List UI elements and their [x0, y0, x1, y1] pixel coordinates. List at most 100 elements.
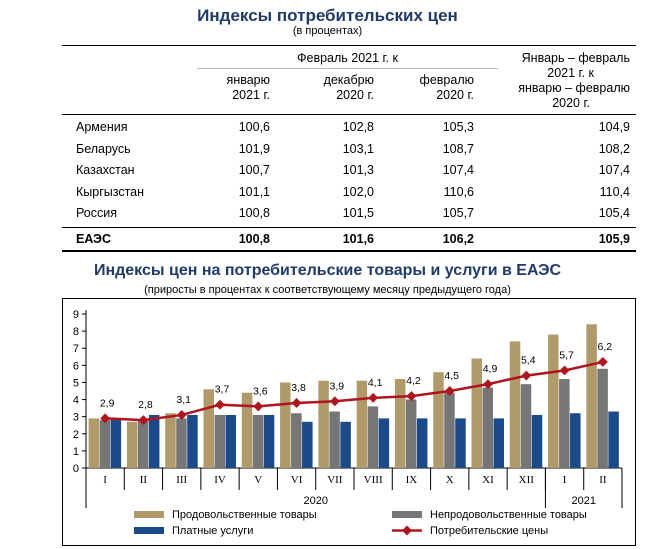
cpi-data-label: 3,9 [330, 380, 345, 392]
table-cell: 103,1 [342, 141, 374, 156]
y-tick-label: 7 [73, 343, 79, 355]
cpi-point [176, 410, 187, 420]
y-tick-label: 9 [73, 309, 79, 321]
bar [531, 414, 543, 468]
bar [241, 392, 253, 468]
legend-swatch [134, 511, 164, 518]
bar [214, 414, 225, 468]
bar [482, 387, 493, 468]
cpi-data-label: 3,8 [291, 382, 306, 394]
table-cell: 104,9 [598, 120, 630, 134]
x-tick-label: VIII [364, 474, 383, 486]
table-cell: 110,4 [599, 184, 630, 199]
chart-title: Индексы цен на потребительские товары и … [93, 262, 562, 279]
col-header-4-line1: Январь – февраль [521, 51, 630, 65]
cpi-data-label: 5,4 [521, 355, 536, 367]
total-cell: 106,2 [442, 231, 474, 246]
total-row-label: ЕАЭС [76, 231, 111, 246]
y-tick-label: 4 [73, 395, 79, 407]
total-separator [62, 226, 636, 228]
bar [291, 413, 302, 468]
table-cell: 102,0 [342, 184, 374, 199]
table-cell: 100,8 [238, 206, 270, 220]
cpi-data-label: 2,9 [100, 397, 115, 409]
legend-label: Потребительские цены [430, 525, 548, 537]
x-tick-label: II [599, 474, 607, 486]
legend-label: Продовольственные товары [172, 509, 317, 521]
row-label: Россия [76, 206, 117, 220]
bar [559, 379, 570, 468]
x-tick-label: VI [291, 474, 303, 486]
bar [356, 380, 368, 468]
bar [176, 418, 187, 468]
x-tick-label: X [446, 474, 454, 486]
bar [608, 411, 619, 468]
row-label: Армения [76, 120, 128, 134]
year-label: 2020 [303, 495, 327, 507]
table-cell: 105,7 [442, 206, 474, 220]
bar [548, 334, 559, 468]
col-header-2-line1: декабрю [323, 73, 374, 87]
cpi-data-label: 5,7 [559, 349, 574, 361]
y-tick-label: 1 [73, 446, 79, 458]
bar [329, 411, 340, 468]
col-header-4-line4: 2020 г. [552, 96, 590, 110]
bar [509, 341, 521, 468]
bar [471, 358, 482, 468]
cpi-point [291, 398, 302, 408]
cpi-data-label: 6,2 [598, 341, 613, 353]
cpi-point [253, 401, 264, 412]
group-header-rule [197, 68, 498, 69]
total-cell: 105,9 [598, 231, 630, 246]
header-bottom-rule [62, 114, 636, 115]
cpi-data-label: 3,6 [253, 385, 268, 397]
bar [520, 384, 532, 468]
legend-swatch [392, 511, 422, 518]
x-tick-label: V [254, 474, 262, 486]
legend-label: Платные услуги [172, 525, 253, 537]
bar [597, 368, 608, 468]
cpi-data-label: 4,9 [483, 363, 498, 375]
bar [433, 372, 444, 468]
bar [405, 399, 417, 468]
cpi-data-label: 3,1 [176, 394, 191, 406]
table-cell: 108,7 [442, 141, 474, 156]
col-header-1-line1: январю [226, 73, 270, 87]
bar [493, 418, 504, 468]
bar [455, 418, 466, 468]
table-cell: 108,2 [598, 141, 630, 156]
col-header-4-line3: январю – февралю [518, 81, 630, 95]
x-tick-label: XI [482, 474, 494, 486]
table-cell: 101,5 [342, 206, 374, 220]
col-header-1-line2: 2021 г. [232, 88, 270, 102]
x-tick-label: VII [327, 474, 343, 486]
table-cell: 107,4 [598, 163, 630, 177]
col-header-3-line2: 2020 г. [436, 88, 474, 102]
y-tick-label: 3 [73, 412, 79, 424]
bar [367, 406, 379, 468]
bar [203, 389, 214, 468]
bar [225, 414, 236, 468]
bar [263, 414, 275, 468]
bar [318, 380, 329, 468]
legend-swatch [134, 527, 164, 534]
table-top-rule [62, 45, 636, 46]
bar [570, 413, 581, 468]
chart-subtitle: (приросты в процентах к соответствующему… [144, 284, 511, 296]
x-tick-label: I [103, 474, 107, 486]
y-tick-label: 0 [73, 463, 79, 475]
row-label: Казахстан [76, 163, 135, 177]
bar [444, 392, 455, 468]
bar [394, 379, 406, 468]
x-tick-label: III [176, 474, 187, 486]
table-cell: 107,4 [442, 163, 474, 177]
cpi-data-label: 3,7 [215, 384, 230, 396]
x-tick-label: II [140, 474, 148, 486]
col-header-3-line1: февралю [419, 73, 474, 87]
bar [187, 414, 198, 468]
table-cell: 101,3 [342, 163, 374, 177]
bar [302, 421, 313, 468]
cpi-data-label: 4,2 [406, 375, 421, 387]
x-tick-label: IX [406, 474, 418, 486]
